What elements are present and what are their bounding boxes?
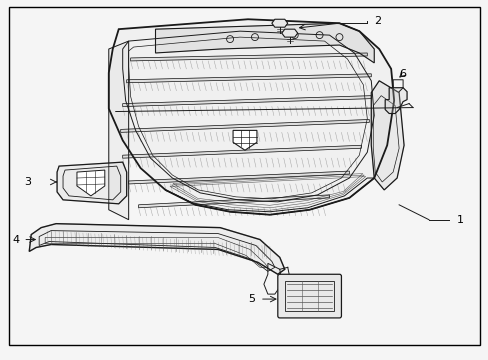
Polygon shape [108,19,393,215]
Text: 6: 6 [399,69,406,79]
Text: 5: 5 [247,294,254,304]
Polygon shape [155,23,373,63]
Text: 3: 3 [24,177,31,187]
Polygon shape [370,81,403,190]
FancyBboxPatch shape [277,274,341,318]
Polygon shape [138,195,329,208]
Polygon shape [57,162,126,204]
Text: 1: 1 [456,215,463,225]
Polygon shape [108,41,128,220]
Polygon shape [128,171,349,184]
Polygon shape [385,88,406,113]
Polygon shape [126,74,370,83]
Polygon shape [122,145,361,158]
Polygon shape [130,53,366,61]
Polygon shape [233,130,256,150]
Polygon shape [77,170,104,196]
Bar [284,281,334,311]
Text: 4: 4 [12,234,19,244]
Text: 2: 2 [373,16,381,26]
Polygon shape [271,19,287,27]
Polygon shape [29,224,284,274]
Polygon shape [281,29,297,37]
Polygon shape [121,120,368,132]
Polygon shape [122,96,370,107]
